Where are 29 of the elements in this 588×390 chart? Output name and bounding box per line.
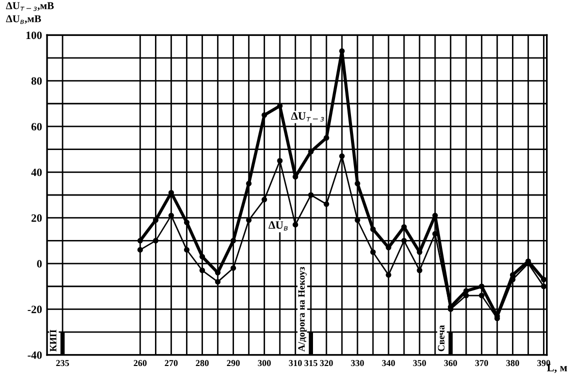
y-tick-label: -20 — [28, 306, 42, 314]
x-tick-label: 360 — [444, 360, 458, 366]
x-tick-label: 350 — [413, 360, 426, 366]
y-tick-label: -40 — [28, 351, 42, 359]
x-tick-label: 330 — [351, 360, 364, 366]
x-tick-label: 370 — [475, 360, 488, 366]
y-tick-label: 60 — [31, 122, 42, 130]
ref-line-label: А/дорога на Некоуз — [298, 266, 307, 352]
x-tick-label: 300 — [258, 360, 271, 366]
ref-line-label: Свеча — [438, 325, 444, 352]
text: ΔU$_{т−з}$,мВ ΔU$_{в}$,мВ — [6, 2, 54, 24]
x-tick-label: 310 — [288, 360, 302, 366]
ref-line-label: КИП — [50, 330, 56, 352]
x-tick-label: 290 — [226, 360, 240, 366]
x-tick-label: 340 — [382, 360, 395, 366]
x-tick-label: 260 — [134, 360, 147, 366]
y-tick-label: 80 — [31, 77, 42, 85]
x-tick-label: 270 — [164, 360, 178, 366]
series-label: ΔU$_{т−з}$ — [291, 112, 324, 122]
y-tick-label: 40 — [31, 168, 42, 176]
y-tick-label: 0 — [37, 260, 42, 268]
x-tick-label: 315 — [304, 360, 318, 366]
series-label: ΔU$_{в}$ — [268, 221, 288, 230]
y-tick-label: 100 — [26, 32, 42, 40]
x-tick-label: 280 — [196, 360, 209, 366]
x-tick-label: 235 — [56, 360, 69, 366]
x-tick-label: 380 — [506, 360, 520, 366]
y-tick-label: 20 — [32, 214, 42, 222]
x-tick-label: 320 — [320, 360, 333, 366]
